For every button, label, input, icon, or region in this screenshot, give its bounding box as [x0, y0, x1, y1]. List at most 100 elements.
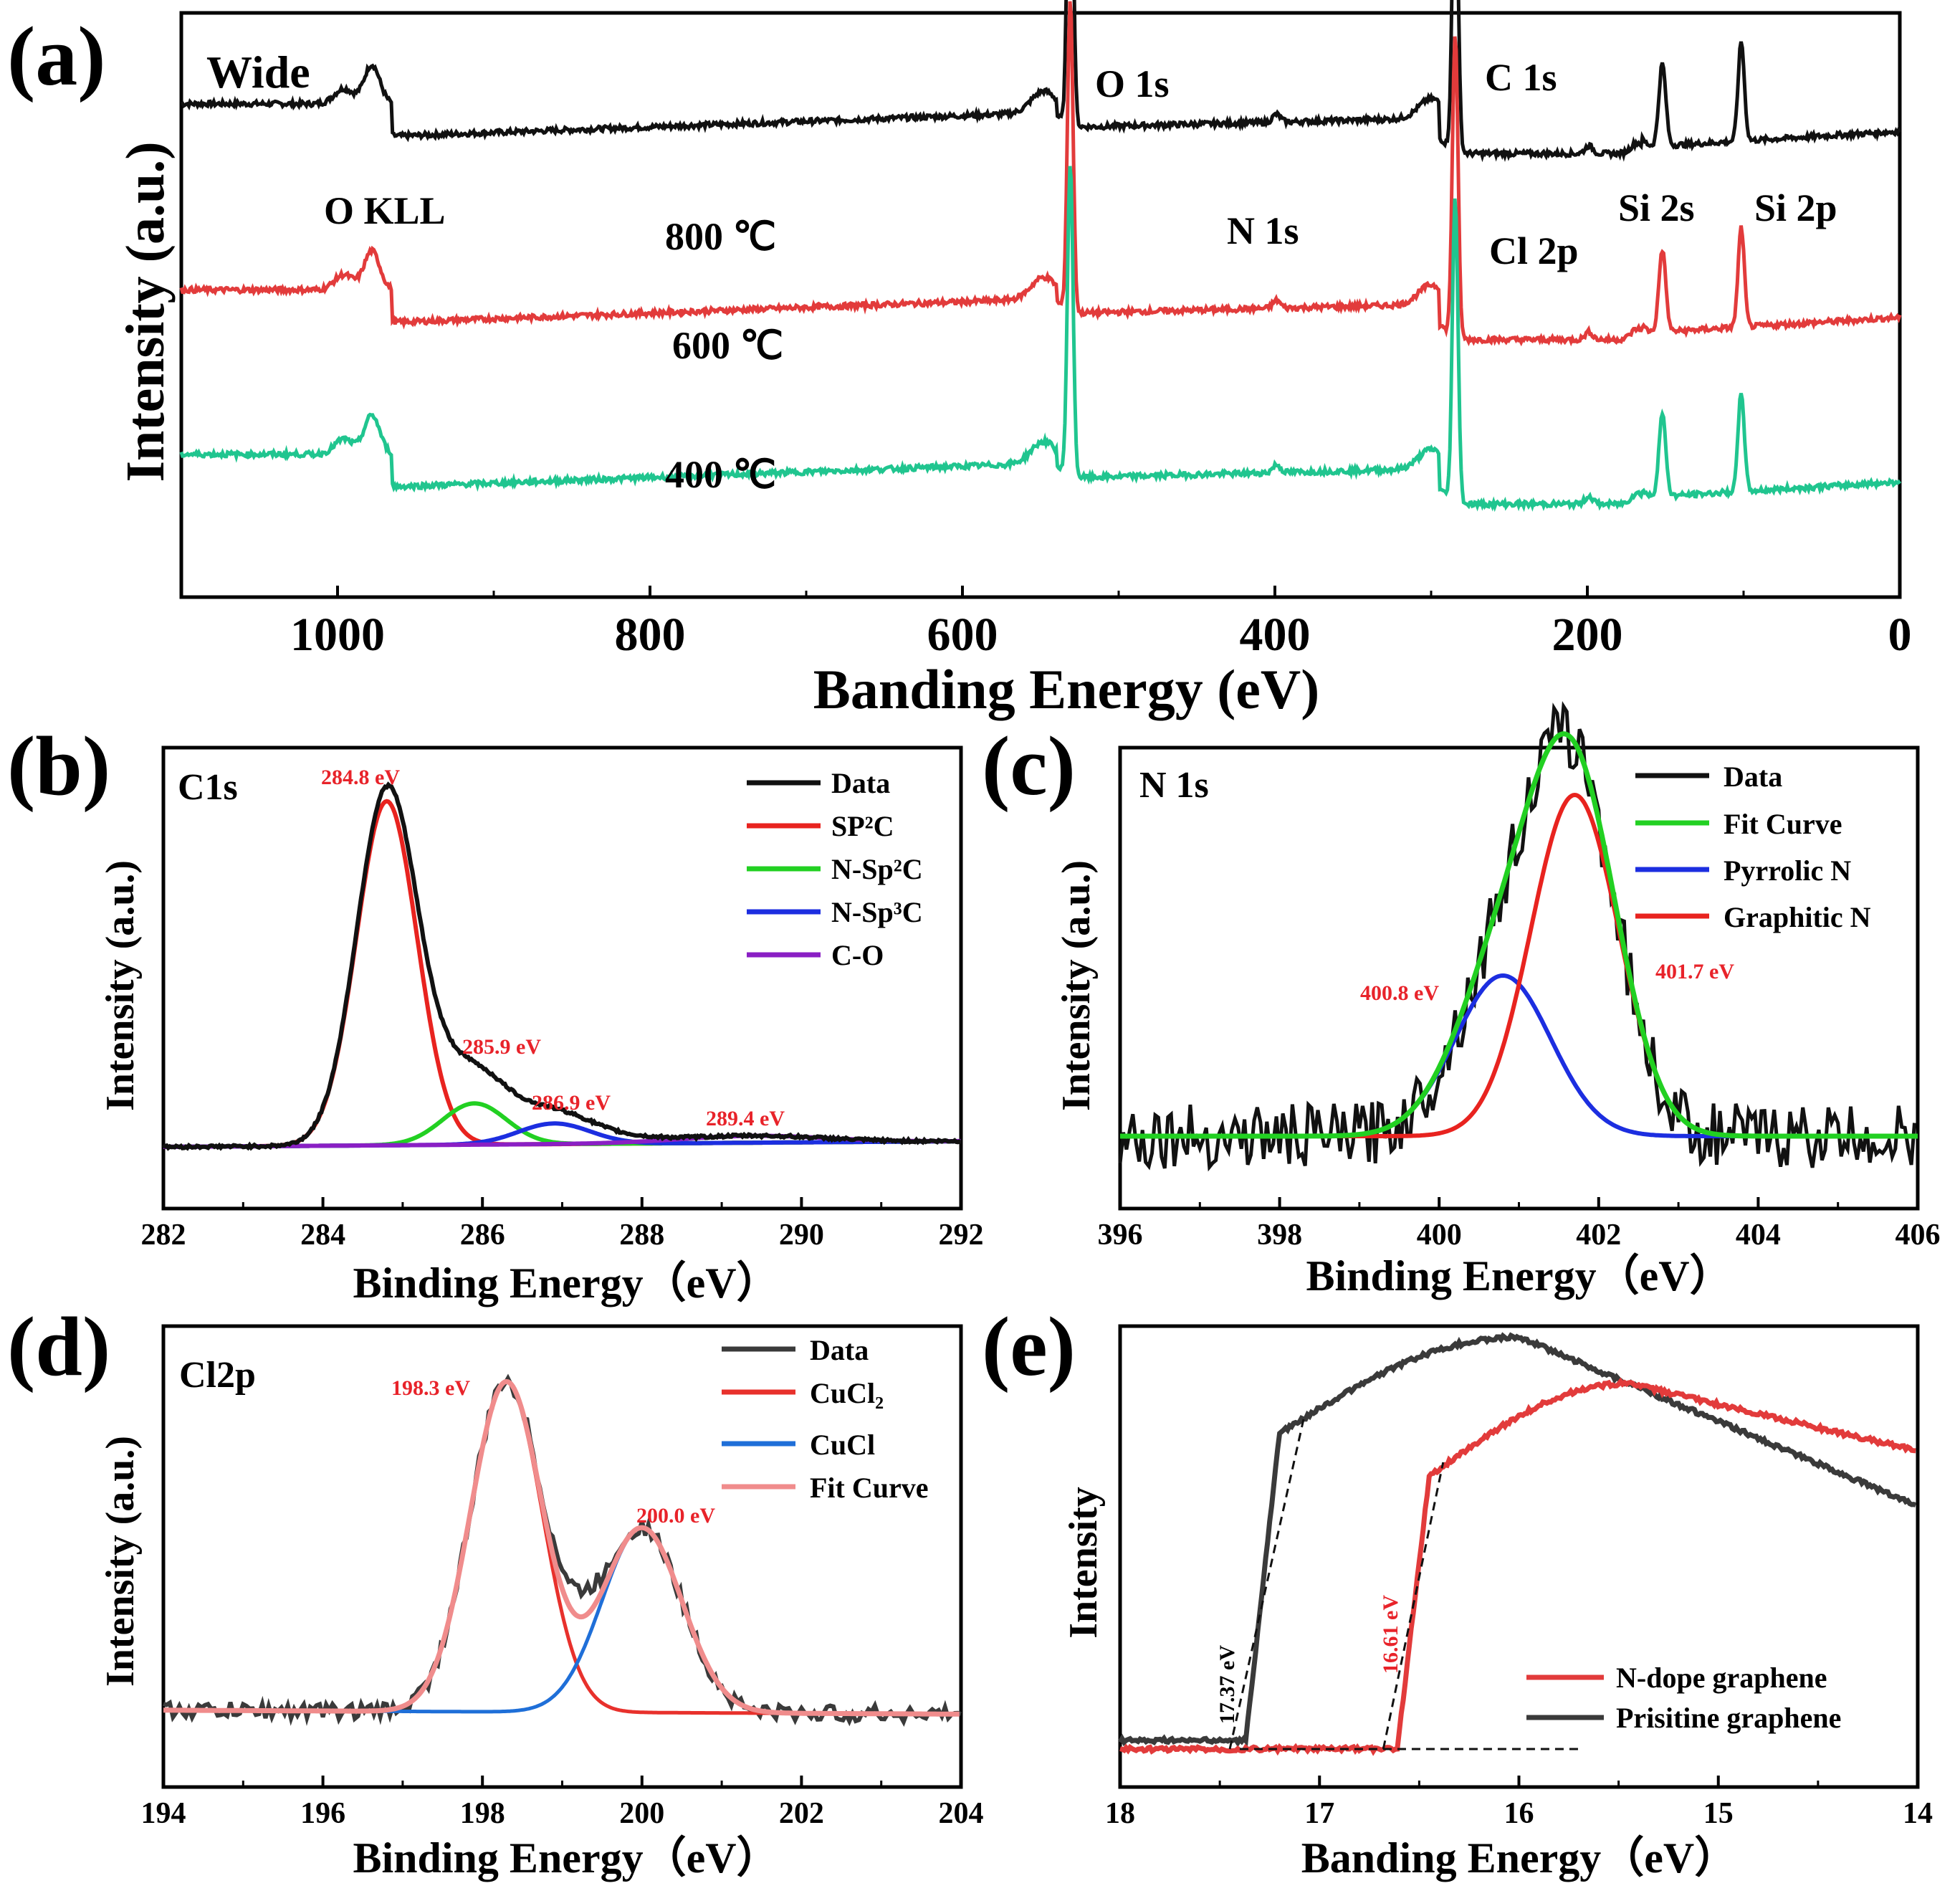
panel-b-tick-label: 284	[300, 1219, 345, 1252]
panel-e-tick-label: 17	[1304, 1797, 1334, 1830]
panel-e: (e) 18 17 16 15 14 Intensity Banding Energy（…	[982, 1300, 1933, 1882]
panel-c-tick-label: 400	[1417, 1219, 1462, 1252]
c-legend-data: Data	[1724, 761, 1782, 793]
panel-c-ylabel: Intensity (a.u.)	[1054, 860, 1099, 1111]
panel-b-xlabel: Binding Energy（eV）	[353, 1259, 779, 1307]
panel-b-ticks: 282 284 286 288 290 292	[141, 1197, 984, 1252]
c-legend-graphitic: Graphitic N	[1724, 901, 1871, 933]
panel-b-tick-label: 290	[779, 1219, 824, 1252]
annot-si2p: Si 2p	[1754, 186, 1837, 229]
panel-a-letter: (a)	[7, 9, 106, 103]
b-legend-nsp3c: N-Sp³C	[831, 896, 923, 928]
panel-a-frame	[179, 11, 1902, 599]
panel-d-tick-label: 202	[779, 1797, 824, 1830]
panel-d-legend: Data CuCl₂ CuCl Fit Curve	[722, 1334, 929, 1504]
panel-c-tick-label: 402	[1576, 1219, 1621, 1252]
annot-o-kll: O KLL	[324, 189, 446, 232]
panel-a-tick-label: 400	[1240, 609, 1311, 661]
panel-d-tick-label: 194	[141, 1797, 186, 1830]
annot-c1s: C 1s	[1485, 56, 1557, 99]
data-curve	[1118, 700, 1916, 1172]
panel-a-tick-label: 0	[1888, 609, 1912, 661]
panel-e-legend: N-dope graphene Prisitine graphene	[1526, 1662, 1841, 1734]
panel-a-ticks: 1000 800 600 400 200 0	[290, 586, 1912, 661]
c-legend-pyrrolic: Pyrrolic N	[1724, 854, 1851, 887]
panel-c-ticks: 396 398 400 402 404 406	[1098, 1197, 1941, 1252]
component-1	[163, 1525, 960, 1716]
d-peak-1: 198.3 eV	[391, 1376, 470, 1400]
panel-d-ticks: 194 196 198 200 202 204	[141, 1776, 984, 1830]
panel-d-tick-label: 198	[460, 1797, 505, 1830]
annot-si2s: Si 2s	[1618, 186, 1695, 229]
tangent-pristine	[1228, 1419, 1305, 1750]
d-peak-2: 200.0 eV	[636, 1504, 715, 1528]
panel-e-tick-label: 16	[1504, 1797, 1534, 1830]
panel-d-curves	[163, 1373, 962, 1728]
d-legend-fit: Fit Curve	[810, 1472, 929, 1504]
series-0	[181, 0, 1902, 163]
component-1	[1120, 792, 1918, 1138]
panel-c-tick-label: 404	[1736, 1219, 1781, 1252]
panel-c-xlabel: Binding Energy（eV）	[1306, 1252, 1732, 1300]
panel-b-curves	[161, 781, 962, 1151]
series-label-800: 800 ℃	[665, 215, 776, 258]
panel-e-tick-label: 15	[1703, 1797, 1734, 1830]
panel-c: (c) N 1s 396 398 400 402 404 406 Intensity (a…	[982, 700, 1941, 1300]
panel-a-xlabel: Banding Energy (eV)	[813, 658, 1319, 720]
panel-c-title: N 1s	[1139, 765, 1209, 806]
b-peak-3: 286.9 eV	[532, 1091, 611, 1115]
series-2	[179, 166, 1902, 513]
panel-e-tick-label: 18	[1105, 1797, 1135, 1830]
panel-d: (d) Cl2p 194 196 198 200 202 204 Intensity (a…	[7, 1300, 984, 1882]
d-legend-cucl: CuCl	[810, 1429, 875, 1461]
panel-c-tick-label: 406	[1896, 1219, 1941, 1252]
panel-c-letter: (c)	[982, 719, 1076, 813]
panel-b-letter: (b)	[7, 719, 110, 813]
panel-c-tick-label: 398	[1257, 1219, 1302, 1252]
annot-o1s: O 1s	[1095, 62, 1170, 105]
panel-e-xlabel: Banding Energy（eV）	[1301, 1834, 1737, 1882]
panel-d-tick-label: 200	[619, 1797, 664, 1830]
b-legend-sp2c: SP²C	[831, 810, 894, 842]
fit-curve	[1120, 731, 1918, 1139]
c-peak-2: 401.7 eV	[1655, 960, 1734, 983]
c-peak-1: 400.8 eV	[1360, 981, 1439, 1005]
panel-d-tick-label: 204	[939, 1797, 984, 1830]
panel-d-xlabel: Binding Energy（eV）	[353, 1834, 779, 1882]
d-legend-cucl2: CuCl₂	[810, 1377, 884, 1409]
panel-c-tick-label: 396	[1098, 1219, 1143, 1252]
series-1	[179, 1, 1902, 347]
panel-c-legend: Data Fit Curve Pyrrolic N Graphitic N	[1635, 761, 1871, 933]
panel-b-tick-label: 288	[619, 1219, 664, 1252]
panel-b-tick-label: 286	[460, 1219, 505, 1252]
panel-b-tick-label: 282	[141, 1219, 186, 1252]
panel-d-title: Cl2p	[179, 1355, 256, 1396]
data-curve	[161, 781, 962, 1151]
e-legend-ndope: N-dope graphene	[1616, 1662, 1827, 1694]
panel-e-ylabel: Intensity	[1061, 1487, 1106, 1639]
panel-e-ticks: 18 17 16 15 14	[1105, 1776, 1933, 1830]
component-0	[1120, 973, 1918, 1138]
series-label-600: 600 ℃	[672, 324, 783, 367]
panel-b-legend: Data SP²C N-Sp²C N-Sp³C C-O	[747, 767, 923, 971]
b-peak-1: 284.8 eV	[321, 766, 400, 789]
panel-a-ylabel: Intensity (a.u.)	[115, 141, 176, 482]
b-peak-4: 289.4 eV	[706, 1107, 785, 1130]
panel-a-curves	[179, 0, 1902, 513]
panel-d-ylabel: Intensity (a.u.)	[98, 1436, 143, 1687]
panel-c-curves	[1118, 700, 1918, 1172]
fit-curve	[163, 1378, 960, 1717]
e-cutoff-label-2: 16.61 eV	[1379, 1595, 1402, 1674]
panel-e-letter: (e)	[982, 1300, 1076, 1393]
panel-a-tick-label: 200	[1552, 609, 1623, 661]
b-legend-data: Data	[831, 767, 890, 799]
tangent-ndope	[1382, 1462, 1445, 1750]
pristine-curve	[1117, 1332, 1917, 1748]
panel-a-tick-label: 1000	[290, 609, 385, 661]
panel-a-title: Wide	[206, 47, 310, 97]
annot-cl2p: Cl 2p	[1489, 229, 1579, 272]
b-legend-nsp2c: N-Sp²C	[831, 853, 923, 885]
ndope-curve	[1119, 1377, 1916, 1756]
panel-d-tick-label: 196	[300, 1797, 345, 1830]
